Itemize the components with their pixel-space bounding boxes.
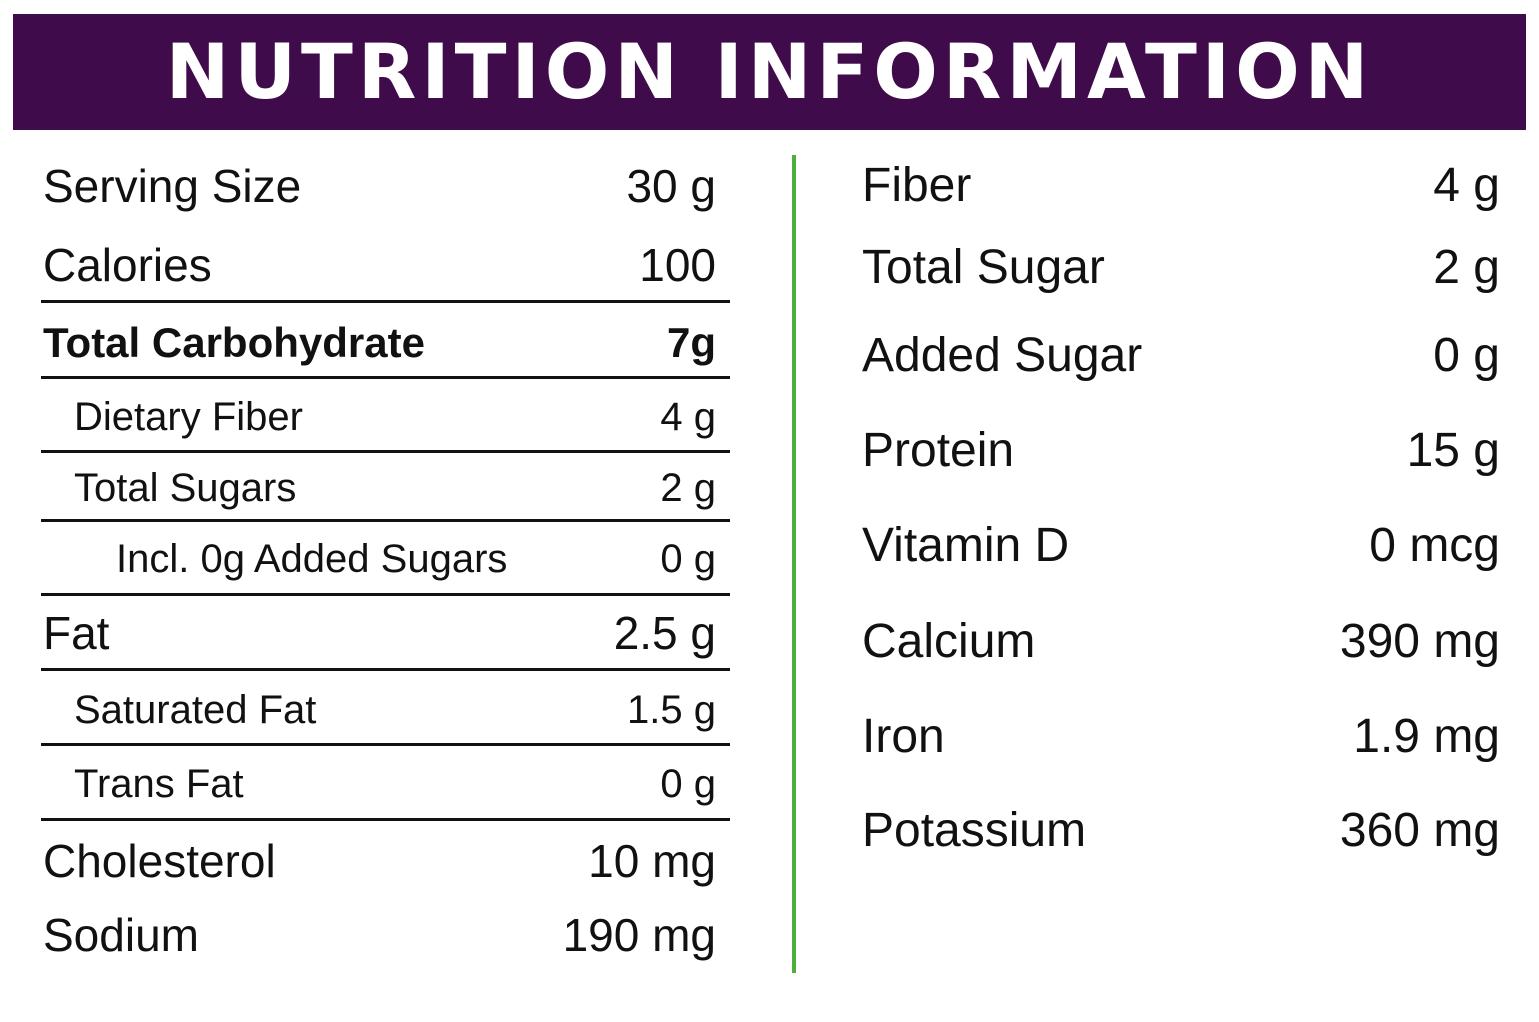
nutrient-value: 4 g: [660, 395, 716, 439]
nutrient-row-sodium: Sodium 190 mg: [43, 909, 716, 961]
nutrient-row-saturated-fat: Saturated Fat 1.5 g: [43, 685, 716, 735]
nutrient-row-fat: Fat 2.5 g: [43, 607, 716, 659]
nutrient-label: Incl. 0g Added Sugars: [116, 537, 508, 581]
nutrient-value: 30 g: [626, 160, 716, 212]
nutrient-row-vitamin-d: Vitamin D 0 mcg: [862, 519, 1500, 573]
nutrient-value: 2.5 g: [613, 607, 716, 659]
nutrient-label: Vitamin D: [862, 519, 1070, 572]
nutrient-value: 0 g: [1433, 329, 1500, 382]
nutrient-label: Total Sugar: [862, 241, 1105, 294]
row-rule: [41, 593, 730, 596]
nutrient-row-calcium: Calcium 390 mg: [862, 615, 1500, 669]
row-rule: [41, 450, 730, 453]
nutrient-value: 10 mg: [588, 835, 716, 887]
nutrient-value: 2 g: [1433, 241, 1500, 294]
nutrient-row-protein: Protein 15 g: [862, 424, 1500, 478]
nutrient-label: Iron: [862, 710, 945, 763]
nutrient-row-trans-fat: Trans Fat 0 g: [43, 759, 716, 809]
nutrient-label: Calcium: [862, 615, 1036, 668]
header-bar: NUTRITION INFORMATION: [13, 14, 1526, 130]
nutrient-value: 1.9 mg: [1353, 710, 1500, 763]
nutrient-label: Fiber: [862, 159, 972, 212]
row-rule: [41, 743, 730, 746]
column-divider: [792, 155, 796, 973]
nutrient-label: Trans Fat: [74, 762, 244, 806]
nutrient-label: Total Carbohydrate: [43, 319, 425, 366]
nutrient-row-total-sugar: Total Sugar 2 g: [862, 241, 1500, 295]
nutrient-value: 360 mg: [1339, 804, 1500, 857]
nutrient-value: 390 mg: [1339, 615, 1500, 668]
row-rule: [41, 376, 730, 379]
nutrient-value: 2 g: [660, 466, 716, 510]
nutrient-row-cholesterol: Cholesterol 10 mg: [43, 835, 716, 887]
nutrient-label: Saturated Fat: [74, 688, 317, 732]
nutrient-label: Protein: [862, 424, 1015, 477]
nutrient-value: 0 mcg: [1369, 519, 1500, 572]
nutrient-value: 0 g: [660, 762, 716, 806]
nutrient-label: Calories: [43, 239, 212, 291]
nutrient-row-dietary-fiber: Dietary Fiber 4 g: [43, 392, 716, 442]
nutrient-row-potassium: Potassium 360 mg: [862, 804, 1500, 858]
nutrient-row-added-sugar: Added Sugar 0 g: [862, 329, 1500, 383]
nutrient-value: 4 g: [1433, 159, 1500, 212]
nutrient-label: Potassium: [862, 804, 1087, 857]
nutrient-value: 190 mg: [562, 909, 716, 961]
nutrient-row-calories: Calories 100: [43, 239, 716, 291]
row-rule: [41, 668, 730, 671]
nutrient-label: Fat: [43, 607, 110, 659]
nutrient-label: Total Sugars: [74, 466, 297, 510]
nutrient-value: 1.5 g: [627, 688, 716, 732]
nutrient-row-iron: Iron 1.9 mg: [862, 710, 1500, 764]
nutrient-label: Added Sugar: [862, 329, 1143, 382]
nutrient-row-serving-size: Serving Size 30 g: [43, 160, 716, 212]
nutrient-value: 15 g: [1406, 424, 1500, 477]
row-rule: [41, 300, 730, 303]
nutrient-row-added-sugars: Incl. 0g Added Sugars 0 g: [43, 534, 716, 584]
nutrient-label: Sodium: [43, 909, 199, 961]
nutrient-row-total-carbohydrate: Total Carbohydrate 7g: [43, 317, 716, 369]
page-title: NUTRITION INFORMATION: [165, 27, 1374, 116]
row-rule: [41, 818, 730, 821]
nutrient-label: Dietary Fiber: [74, 395, 303, 439]
row-rule: [41, 519, 730, 522]
nutrient-value: 100: [639, 239, 716, 291]
nutrient-row-total-sugars: Total Sugars 2 g: [43, 463, 716, 513]
nutrient-label: Serving Size: [43, 160, 302, 212]
nutrient-row-fiber: Fiber 4 g: [862, 159, 1500, 213]
nutrient-value: 7g: [666, 319, 716, 366]
nutrient-label: Cholesterol: [43, 835, 276, 887]
nutrient-value: 0 g: [660, 537, 716, 581]
